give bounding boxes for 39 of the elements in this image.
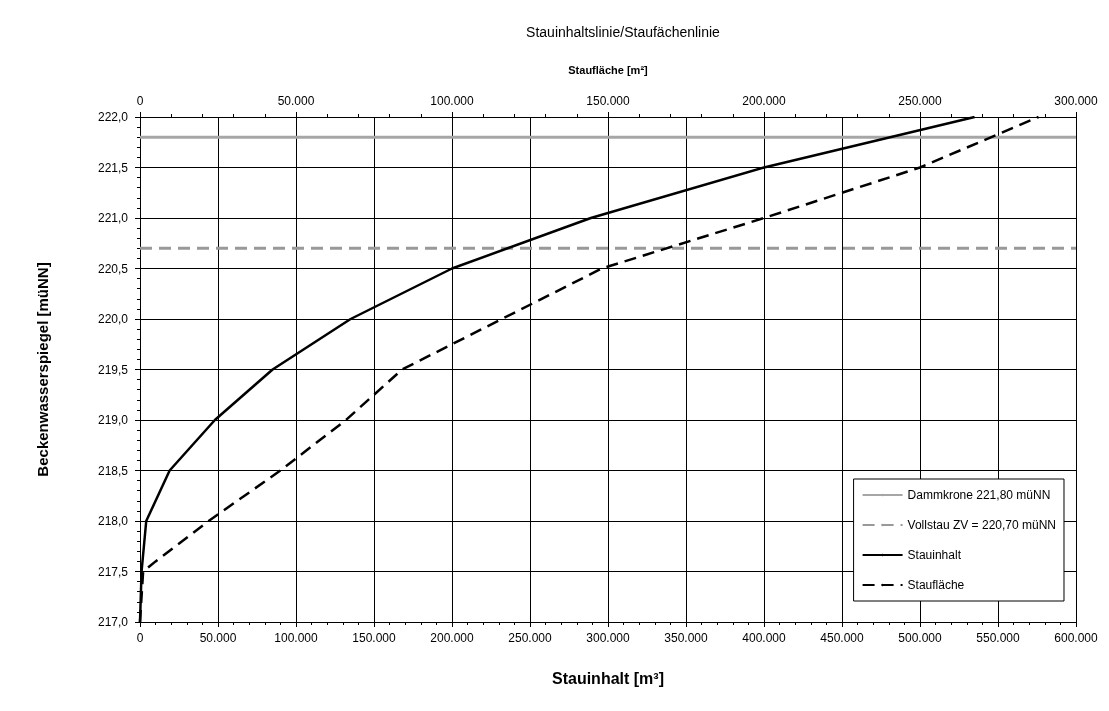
- x-tick-label: 400.000: [742, 631, 787, 645]
- y-tick-label: 219,0: [97, 413, 129, 427]
- x2-tick-label: 250.000: [898, 94, 943, 108]
- x2-tick-label: 50.000: [277, 94, 315, 108]
- x2-tick-label: 0: [136, 94, 144, 108]
- y-axis-title: Beckenwasserspiegel [müNN]: [34, 262, 51, 477]
- x-tick-label: 350.000: [664, 631, 709, 645]
- y-tick-label: 218,0: [97, 514, 129, 528]
- x-tick-label: 50.000: [199, 631, 237, 645]
- legend-label: Dammkrone 221,80 müNN: [907, 488, 1051, 502]
- x-tick-label: 300.000: [586, 631, 631, 645]
- x2-tick-label: 150.000: [586, 94, 631, 108]
- x-tick-label: 500.000: [898, 631, 943, 645]
- y-tick-label: 221,0: [97, 211, 129, 225]
- x2-tick-label: 100.000: [430, 94, 475, 108]
- x-tick-label: 250.000: [508, 631, 553, 645]
- y-tick-label: 220,0: [97, 312, 129, 326]
- y-tick-label: 220,5: [97, 261, 129, 276]
- x-tick-label: 150.000: [352, 631, 397, 645]
- x-tick-label: 100.000: [274, 631, 319, 645]
- legend-label: Staufläche: [907, 578, 965, 592]
- x-tick-label: 550.000: [976, 631, 1021, 645]
- y-tick-label: 222,0: [97, 110, 129, 124]
- chart-title: Stauinhaltslinie/Staufächenlinie: [526, 24, 721, 40]
- x2-tick-label: 300.000: [1054, 94, 1099, 108]
- y-tick-label: 219,5: [97, 362, 129, 377]
- x-tick-label: 200.000: [430, 631, 475, 645]
- x-axis-title: Stauinhalt [m³]: [552, 669, 664, 687]
- x2-tick-label: 200.000: [742, 94, 787, 108]
- x-tick-label: 450.000: [820, 631, 865, 645]
- x-tick-label: 600.000: [1054, 631, 1099, 645]
- x-tick-label: 0: [136, 631, 144, 645]
- legend-label: Vollstau ZV = 220,70 müNN: [907, 518, 1057, 532]
- legend-label: Stauinhalt: [907, 548, 962, 562]
- y-tick-label: 218,5: [97, 463, 129, 478]
- y-tick-label: 217,0: [97, 615, 129, 629]
- y-tick-label: 217,5: [97, 564, 129, 579]
- x2-axis-title: Staufläche [m²]: [568, 63, 649, 76]
- y-tick-label: 221,5: [97, 160, 129, 175]
